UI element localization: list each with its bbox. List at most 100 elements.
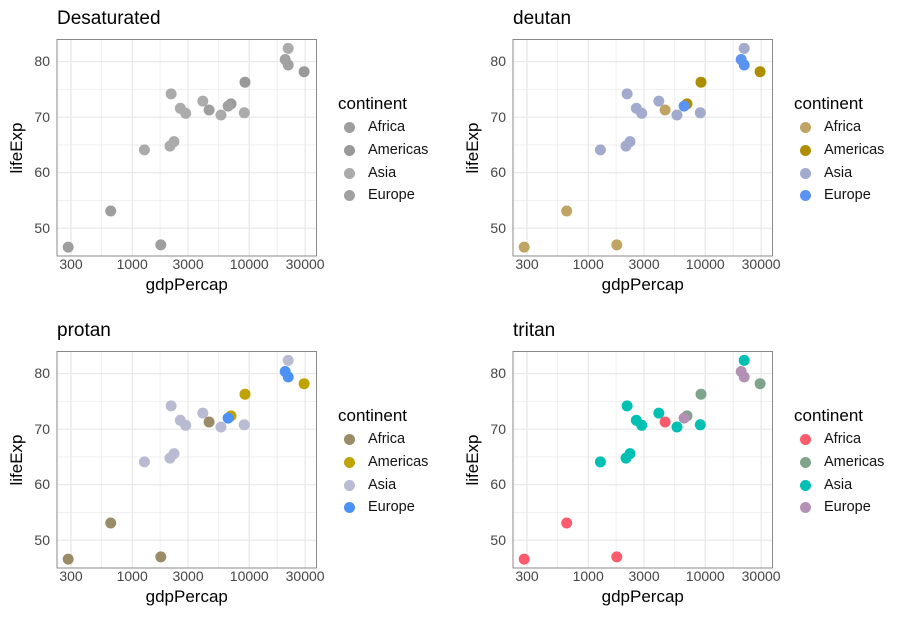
x-tick-label: 1000 [572,256,604,272]
data-point [561,205,573,217]
panel-border [512,39,773,257]
x-tick-label: 300 [515,568,539,584]
panel-background [57,39,317,256]
data-point [695,388,707,400]
subplot-deutan: deutan 300 1000 3000 10000 30000 50 60 70 80 gdpPe… [456,0,912,312]
panel-border [512,351,773,569]
y-tick-label: 50 [34,531,50,548]
y-tick-label: 70 [490,420,506,437]
data-point [165,88,177,100]
data-point [222,100,234,112]
data-point [754,66,766,78]
data-point [197,95,209,107]
data-point [62,553,74,565]
x-tick-label: 1000 [116,568,148,584]
subplot-tritan: tritan 300 1000 3000 10000 30000 50 60 70 80 gdpPe… [456,312,912,624]
data-point [180,419,192,431]
data-point [197,407,209,419]
y-tick-label: 60 [34,476,50,493]
data-point [239,76,251,88]
data-point [298,66,310,78]
panel-background [57,351,317,568]
data-point [168,448,180,460]
data-point [561,517,573,529]
data-point [659,416,671,428]
data-point [215,109,227,121]
x-tick-label: 10000 [229,256,269,272]
y-axis-title: lifeExp [7,434,26,486]
data-point [671,421,683,433]
data-point [238,419,250,431]
data-point [594,144,606,156]
data-point [738,42,750,54]
y-tick-label: 70 [490,108,506,125]
data-point [611,239,623,251]
data-point [695,76,707,88]
data-point [671,109,683,121]
x-axis-title: gdpPercap [145,275,228,294]
data-point [155,239,167,251]
x-tick-label: 1000 [572,568,604,584]
y-tick-label: 60 [490,476,506,493]
plot-title: protan [57,320,111,341]
data-point [624,448,636,460]
data-point [203,104,215,116]
y-axis-title: lifeExp [7,122,26,174]
data-point [678,100,690,112]
data-point [138,456,150,468]
x-tick-label: 300 [515,256,539,272]
data-point [518,553,530,565]
subplot-protan: protan 300 1000 3000 10000 30000 50 60 70 80 gdpPe… [0,312,456,624]
y-tick-label: 80 [490,53,506,70]
plot-title: Desaturated [57,8,161,29]
y-tick-label: 50 [34,219,50,236]
y-tick-label: 80 [490,365,506,382]
data-point [636,419,648,431]
data-point [594,456,606,468]
data-point [611,551,623,563]
x-tick-label: 300 [59,256,83,272]
panel-background [513,39,773,256]
data-point [282,354,294,366]
x-axis-title: gdpPercap [601,275,684,294]
plot-title: tritan [513,320,556,341]
data-point [621,400,633,412]
data-point [694,107,706,119]
plot-title: deutan [513,8,572,29]
data-point [653,95,665,107]
x-tick-label: 30000 [285,568,325,584]
x-tick-label: 3000 [628,256,660,272]
y-tick-label: 50 [490,219,506,236]
scatter-canvas [56,351,317,569]
data-point [518,241,530,253]
data-point [653,407,665,419]
y-tick-label: 80 [34,365,50,382]
data-point [168,136,180,148]
data-point [222,412,234,424]
data-point [694,419,706,431]
data-point [105,517,117,529]
x-tick-label: 300 [59,568,83,584]
data-point [138,144,150,156]
data-point [105,205,117,217]
data-point [624,136,636,148]
data-point [238,107,250,119]
data-point [180,107,192,119]
x-axis-title: gdpPercap [601,587,684,606]
y-tick-label: 70 [34,420,50,437]
data-point [279,366,291,377]
data-point [621,88,633,100]
data-point [239,388,251,400]
x-axis-title: gdpPercap [145,587,228,606]
scatter-canvas [56,39,317,257]
data-point [215,421,227,433]
x-tick-label: 10000 [685,568,725,584]
x-tick-label: 10000 [685,256,725,272]
x-tick-label: 3000 [172,256,204,272]
data-point [282,42,294,54]
x-tick-label: 3000 [628,568,660,584]
data-point [738,354,750,366]
panel-border [56,351,317,569]
x-tick-label: 1000 [116,256,148,272]
